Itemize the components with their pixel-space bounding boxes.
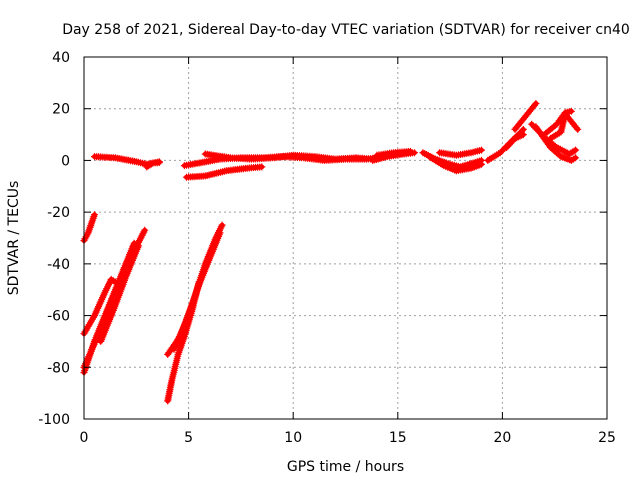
data-series-arc-18 bbox=[80, 211, 98, 245]
y-axis-label: SDTVAR / TECUs bbox=[6, 181, 22, 296]
x-tick-label: 20 bbox=[493, 430, 511, 446]
x-tick-label: 25 bbox=[598, 430, 616, 446]
data-series-arc-9 bbox=[425, 153, 485, 175]
series-markers bbox=[80, 211, 98, 245]
data-series-arc-25 bbox=[170, 229, 224, 353]
data-series-arc-12 bbox=[503, 131, 527, 151]
series-markers bbox=[436, 146, 485, 159]
data-series bbox=[80, 100, 582, 405]
data-series-arc-11 bbox=[484, 125, 527, 164]
data-series-arc-5 bbox=[183, 163, 266, 181]
series-markers bbox=[425, 153, 485, 175]
x-axis-label: GPS time / hours bbox=[287, 459, 404, 475]
data-series-arc-10 bbox=[436, 146, 485, 159]
y-tick-label: -60 bbox=[47, 309, 70, 325]
data-series-arc-7 bbox=[373, 147, 414, 159]
y-tick-label: 0 bbox=[61, 153, 70, 169]
y-tick-label: -20 bbox=[47, 205, 70, 221]
x-tick-label: 5 bbox=[184, 430, 193, 446]
x-tick-label: 10 bbox=[284, 430, 302, 446]
series-markers bbox=[540, 107, 575, 139]
y-tick-label: -80 bbox=[47, 360, 70, 376]
x-tick-label: 15 bbox=[389, 430, 407, 446]
series-markers bbox=[183, 163, 266, 181]
plot-frame bbox=[83, 56, 608, 420]
data-series-arc-22 bbox=[97, 242, 142, 345]
data-series-arc-4 bbox=[201, 150, 377, 163]
series-markers bbox=[170, 229, 224, 353]
grid bbox=[84, 57, 607, 419]
series-markers bbox=[511, 100, 540, 133]
axes: 0 5 10 15 20 25 -100 -80 -60 -40 -20 0 20 40 bbox=[38, 50, 616, 446]
y-tick-label: -100 bbox=[38, 412, 70, 428]
y-tick-label: 40 bbox=[52, 50, 70, 66]
series-markers bbox=[201, 150, 377, 163]
series-markers bbox=[484, 125, 527, 164]
data-series-arc-17 bbox=[540, 107, 575, 139]
series-markers bbox=[97, 242, 142, 345]
data-series-arc-2 bbox=[143, 159, 163, 171]
series-markers bbox=[143, 159, 163, 171]
y-tick-label: -40 bbox=[47, 257, 70, 273]
data-series-arc-13 bbox=[511, 100, 540, 133]
y-tick-label: 20 bbox=[52, 102, 70, 118]
series-markers bbox=[503, 131, 527, 151]
chart-title: Day 258 of 2021, Sidereal Day-to-day VTE… bbox=[62, 22, 630, 38]
x-tick-label: 0 bbox=[80, 430, 89, 446]
series-markers bbox=[373, 147, 414, 159]
